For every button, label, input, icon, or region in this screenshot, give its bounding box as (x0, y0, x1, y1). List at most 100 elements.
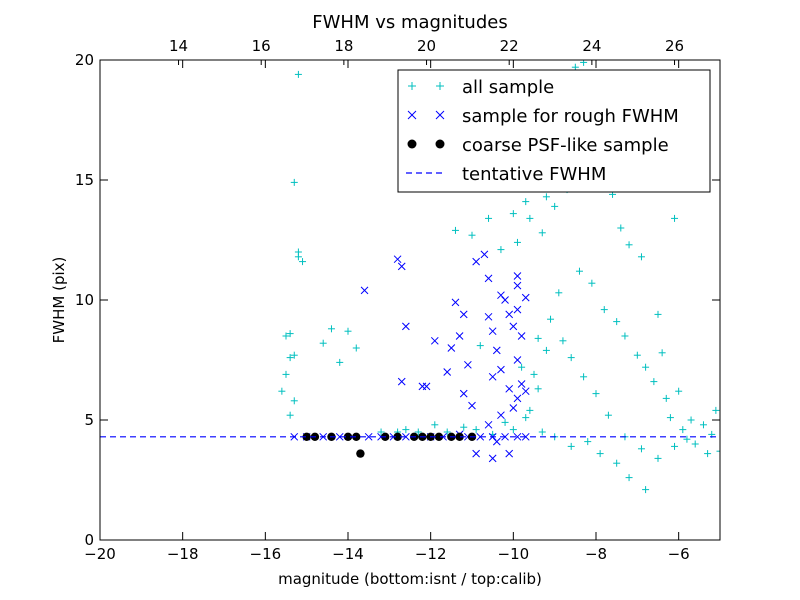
ticks-layer: −20 −18 −16 −14 −12 −10 −8 −6 0 5 10 15 20 14 16 18 20 22… (75, 37, 720, 563)
top-tick-label: 24 (582, 37, 601, 55)
rough-fwhm-point (513, 305, 522, 314)
all-sample-point (534, 385, 542, 393)
cross-stroke-b (513, 281, 522, 290)
all-sample-point (642, 486, 650, 494)
cross-stroke-b (492, 437, 501, 446)
cross-stroke-b (488, 454, 497, 463)
cross-stroke-b (521, 293, 530, 302)
cross-stroke-b (407, 110, 417, 120)
all-sample-point (687, 416, 695, 424)
rough-fwhm-point (513, 394, 522, 403)
all-sample-point (580, 373, 588, 381)
all-sample-point (625, 241, 633, 249)
rough-fwhm-point (501, 296, 509, 304)
rough-fwhm-point (393, 255, 402, 264)
legend-marker-rough-fwhm (435, 110, 445, 120)
all-sample-point (431, 421, 439, 429)
all-sample-point (600, 306, 608, 314)
y-tick-label: 20 (75, 51, 94, 69)
y-tick-label: 0 (84, 531, 94, 549)
cross-stroke-b (497, 365, 505, 374)
legend-marker-psf-sample (435, 139, 445, 149)
rough-fwhm-point (422, 382, 431, 391)
top-tick-label: 26 (665, 37, 684, 55)
cross-stroke-b (443, 368, 452, 376)
rough-fwhm-point (455, 332, 464, 340)
cross-stroke-b (468, 401, 476, 410)
all-sample-point (662, 394, 670, 402)
rough-fwhm-point (517, 380, 526, 388)
rough-fwhm-point (513, 356, 522, 364)
rough-fwhm-point (464, 360, 472, 369)
top-tick-label: 20 (417, 37, 436, 55)
x-tick-label: −8 (585, 545, 607, 563)
y-tick-label: 15 (75, 171, 94, 189)
psf-sample-point (343, 432, 353, 441)
all-sample-point (299, 258, 307, 266)
legend-marker-rough-fwhm (407, 110, 417, 120)
all-sample-point (683, 435, 691, 443)
cross-stroke-b (335, 432, 344, 441)
all-sample-point (716, 447, 720, 455)
all-sample-point (522, 414, 530, 422)
all-sample-point (344, 327, 352, 335)
rough-fwhm-point (521, 387, 530, 396)
all-sample-point (278, 387, 286, 395)
cross-stroke-b (472, 257, 480, 266)
psf-sample-point (455, 432, 464, 441)
cross-stroke-b (484, 274, 493, 283)
all-sample-point (592, 390, 600, 398)
legend-label-rough-fwhm: sample for rough FWHM (462, 106, 679, 127)
cross-stroke-b (484, 312, 493, 321)
all-sample-point (613, 459, 621, 467)
all-sample-point (290, 178, 298, 186)
rough-fwhm-point (488, 372, 497, 381)
all-sample-point (294, 70, 302, 78)
all-sample-point (671, 442, 679, 450)
rough-fwhm-point (505, 449, 514, 458)
all-sample-point (501, 418, 509, 426)
all-sample-point (704, 450, 712, 458)
all-sample-point (588, 279, 596, 287)
all-sample-point (542, 193, 550, 201)
cross-stroke-b (521, 387, 530, 396)
all-sample-point (538, 428, 546, 436)
all-sample-point (530, 370, 538, 378)
cross-stroke-b (517, 332, 526, 340)
rough-fwhm-point (451, 298, 460, 307)
rough-fwhm-point (497, 365, 505, 374)
legend-label-psf-sample: coarse PSF-like sample (462, 135, 669, 156)
cross-stroke-b (509, 322, 518, 331)
cross-stroke-b (430, 336, 439, 345)
rough-fwhm-point (505, 310, 514, 319)
cross-stroke-b (488, 327, 497, 336)
all-sample-point (679, 426, 687, 434)
x-tick-label: −10 (498, 545, 530, 563)
cross-stroke-b (513, 394, 522, 403)
rough-fwhm-point (480, 250, 489, 259)
rough-fwhm-point (513, 432, 522, 441)
rough-fwhm-point (513, 272, 522, 280)
top-tick-label: 16 (252, 37, 271, 55)
legend-box (397, 69, 711, 193)
all-sample-point (286, 411, 294, 419)
all-sample-point (476, 342, 484, 350)
cross-stroke-b (472, 449, 480, 458)
rough-fwhm-point (484, 312, 493, 321)
x-tick-label: −20 (84, 545, 116, 563)
all-sample-point (542, 346, 550, 354)
x-tick-label: −14 (332, 545, 364, 563)
x-tick-label: −12 (415, 545, 447, 563)
all-sample-point (666, 414, 674, 422)
all-sample-point (691, 440, 699, 448)
legend-marker-all-sample (436, 82, 444, 90)
all-sample-point (633, 351, 641, 359)
all-sample-point (547, 315, 555, 323)
rough-fwhm-point (472, 257, 480, 266)
rough-fwhm-point (492, 437, 501, 446)
rough-fwhm-point (517, 332, 526, 340)
legend-marker-all-sample (408, 82, 416, 90)
x-tick-label: −6 (668, 545, 690, 563)
psf-sample-point (352, 432, 361, 441)
